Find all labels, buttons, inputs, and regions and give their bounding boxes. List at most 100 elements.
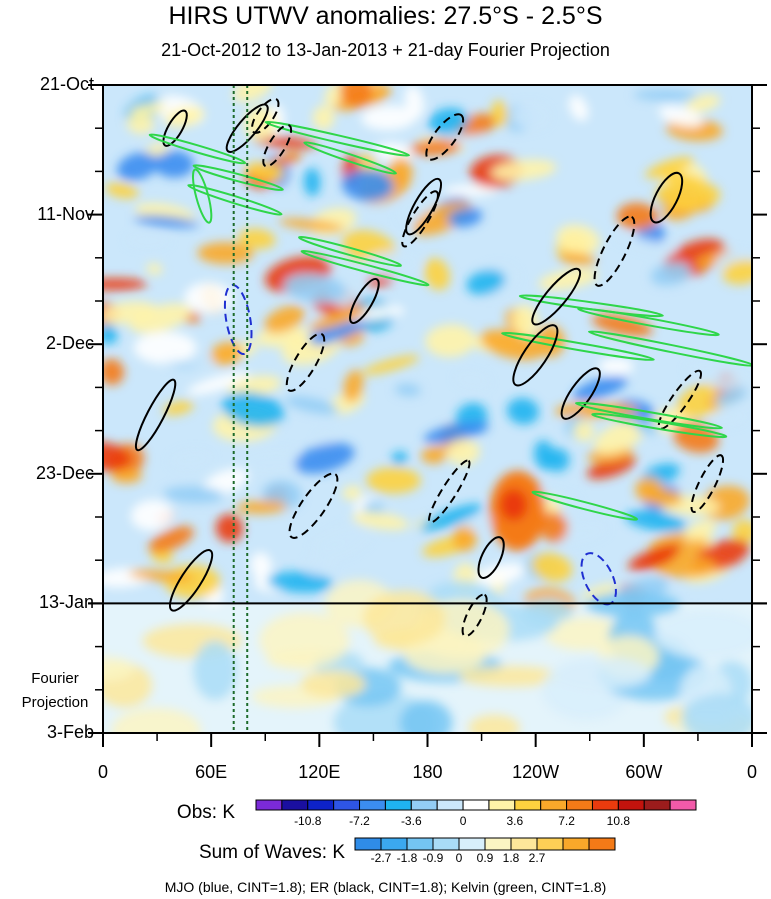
waves-colorbar-swatch	[510, 837, 538, 851]
anomaly-blob	[362, 251, 421, 277]
x-tick-label: 0	[746, 762, 757, 782]
y-tick-label: 11-Nov	[37, 203, 94, 224]
kelvin-contour	[192, 164, 284, 192]
kelvin-contour	[518, 294, 664, 318]
anomaly-blob	[163, 486, 224, 504]
anomaly-blob	[303, 167, 321, 197]
anomaly-blob	[210, 341, 243, 366]
er-contour	[349, 277, 380, 325]
anomaly-blob	[714, 387, 748, 406]
anomaly-blob	[341, 169, 394, 202]
anomaly-blob	[633, 89, 698, 101]
obs-colorbar-swatch	[488, 799, 516, 811]
anomaly-blob	[677, 383, 729, 418]
anomaly-blob	[252, 136, 317, 149]
anomaly-blob	[539, 511, 568, 543]
anomaly-blob	[708, 408, 749, 426]
waves-colorbar-swatch	[380, 837, 408, 851]
obs-colorbar-swatch	[255, 799, 283, 811]
waves-colorbar-label: -1.8	[396, 851, 418, 865]
waves-colorbar-title: Sum of Waves: K	[198, 842, 345, 863]
projection-blob	[459, 666, 563, 687]
anomaly-blob	[250, 552, 272, 579]
obs-colorbar-swatch	[333, 799, 361, 811]
contour-legend-footer: MJO (blue, CINT=1.8); ER (black, CINT=1.…	[164, 879, 607, 895]
kelvin-contour	[574, 401, 723, 430]
anomaly-blob	[424, 258, 450, 291]
obs-colorbar-swatch	[281, 799, 309, 811]
obs-colorbar-swatch	[307, 799, 335, 811]
er-contour	[461, 593, 488, 638]
anomaly-blob	[314, 536, 348, 551]
obs-colorbar-label: 7.2	[558, 814, 575, 828]
anomaly-blob	[267, 571, 333, 593]
obs-colorbar-title: Obs: K	[176, 802, 235, 823]
anomaly-blob	[278, 218, 344, 232]
kelvin-contour	[148, 133, 247, 165]
kelvin-contour	[588, 330, 752, 367]
er-contour	[285, 332, 326, 392]
anomaly-blob	[184, 282, 233, 314]
kelvin-contour	[298, 235, 402, 267]
anomaly-blob	[685, 94, 721, 113]
er-contour	[401, 190, 439, 248]
chart-subtitle: 21-Oct-2012 to 13-Jan-2013 + 21-day Four…	[161, 40, 610, 60]
anomaly-blob	[352, 511, 410, 530]
obs-colorbar-label: -7.2	[349, 814, 370, 828]
chart-title: HIRS UTWV anomalies: 27.5°S - 2.5°S	[168, 2, 603, 30]
anomaly-blob	[146, 263, 163, 275]
kelvin-contour	[303, 141, 397, 175]
y-tick-label: 13-Jan	[38, 592, 94, 613]
y-tick-label: 3-Feb	[46, 722, 94, 742]
obs-colorbar-label: 0	[459, 814, 467, 828]
y-tick-label: 23-Dec	[35, 462, 94, 483]
anomaly-blob	[598, 357, 634, 376]
waves-colorbar-swatch	[562, 837, 590, 851]
anomaly-blob	[558, 252, 597, 266]
anomaly-blob	[342, 485, 362, 501]
obs-colorbar-swatch	[540, 799, 568, 811]
anomaly-blob	[443, 184, 499, 197]
anomaly-blob	[203, 468, 249, 495]
anomaly-blob	[313, 523, 372, 560]
anomaly-blob	[409, 139, 461, 156]
fourier-label-line2: Projection	[21, 694, 89, 711]
projection-blob	[585, 591, 680, 618]
projection-blob	[554, 656, 652, 690]
anomaly-blob	[732, 519, 752, 544]
obs-colorbar-swatch	[514, 799, 542, 811]
anomaly-blob	[127, 112, 154, 135]
anomaly-blob	[243, 106, 277, 140]
anomaly-blob	[270, 151, 302, 167]
anomaly-blob	[154, 150, 195, 178]
anomaly-blob	[531, 552, 573, 582]
fourier-label-line1: Fourier	[31, 670, 79, 687]
er-contour	[262, 124, 293, 168]
er-contour	[169, 549, 214, 612]
x-tick-label: 0	[97, 762, 108, 782]
anomaly-blob	[103, 358, 125, 386]
anomaly-blob	[361, 355, 420, 375]
anomaly-blob	[117, 152, 159, 181]
anomaly-blob	[312, 105, 335, 130]
anomaly-blob	[170, 450, 212, 469]
kelvin-contour	[300, 249, 430, 287]
anomaly-blob	[134, 215, 199, 228]
anomaly-blob	[480, 329, 544, 361]
anomaly-blob	[551, 524, 607, 545]
anomaly-blob	[412, 201, 472, 236]
er-contour	[512, 324, 559, 387]
anomaly-blob	[394, 383, 421, 396]
er-contour	[225, 103, 269, 153]
anomaly-blob	[126, 234, 169, 247]
reference-lines	[88, 85, 767, 733]
anomaly-blob	[615, 235, 677, 254]
anomaly-blob	[215, 514, 244, 543]
anomaly-blob	[305, 557, 334, 576]
projection-blob	[111, 707, 201, 733]
anomaly-blob	[466, 269, 506, 295]
x-tick-label: 120W	[512, 762, 560, 782]
mjo-contour	[223, 283, 253, 356]
er-contour	[425, 113, 465, 161]
